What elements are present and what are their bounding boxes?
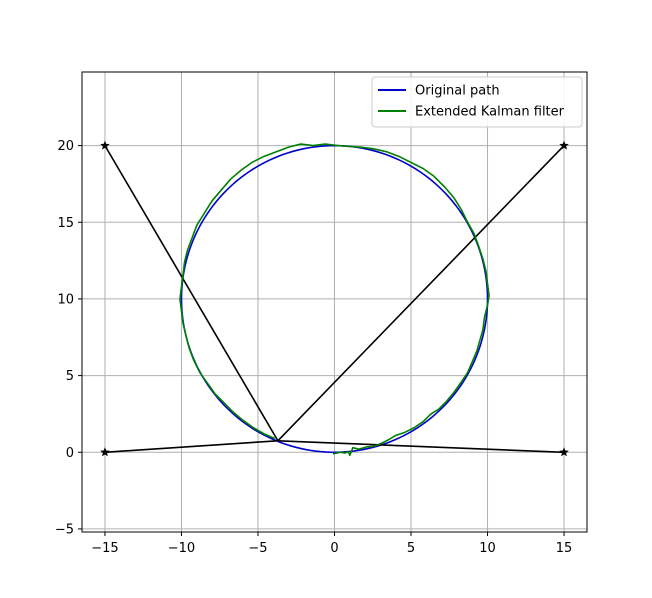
anchor-star-marker xyxy=(559,447,569,457)
y-tick-label: 10 xyxy=(57,292,74,307)
y-tick-label: 15 xyxy=(57,216,74,231)
y-tick-label: 0 xyxy=(66,446,74,461)
x-tick-label: 15 xyxy=(556,541,573,556)
legend: Original path Extended Kalman filter xyxy=(371,76,583,128)
range-ray xyxy=(277,439,565,454)
y-tick-label: 20 xyxy=(57,139,74,154)
legend-label: Extended Kalman filter xyxy=(415,105,565,120)
x-tick-label: 5 xyxy=(407,541,415,556)
legend-box xyxy=(371,76,583,128)
legend-label: Original path xyxy=(415,84,500,99)
range-ray xyxy=(104,145,279,442)
x-tick-label: −15 xyxy=(91,541,118,556)
anchor-star-marker xyxy=(559,140,569,150)
series-ekf-path xyxy=(179,143,490,457)
axes: −15 −10 −5 0 5 10 15 −5 0 5 10 15 20 xyxy=(55,71,588,556)
y-tick-label: 5 xyxy=(66,369,74,384)
range-ray xyxy=(104,439,278,454)
anchor-star-marker xyxy=(100,447,110,457)
range-ray xyxy=(277,145,565,442)
x-tick-label: 0 xyxy=(330,541,338,556)
x-tick-label: −5 xyxy=(248,541,267,556)
x-tick-label: 10 xyxy=(479,541,496,556)
y-tick-label: −5 xyxy=(55,522,74,537)
anchor-star-marker xyxy=(100,140,110,150)
x-tick-label: −10 xyxy=(168,541,195,556)
plot-area xyxy=(104,143,565,457)
